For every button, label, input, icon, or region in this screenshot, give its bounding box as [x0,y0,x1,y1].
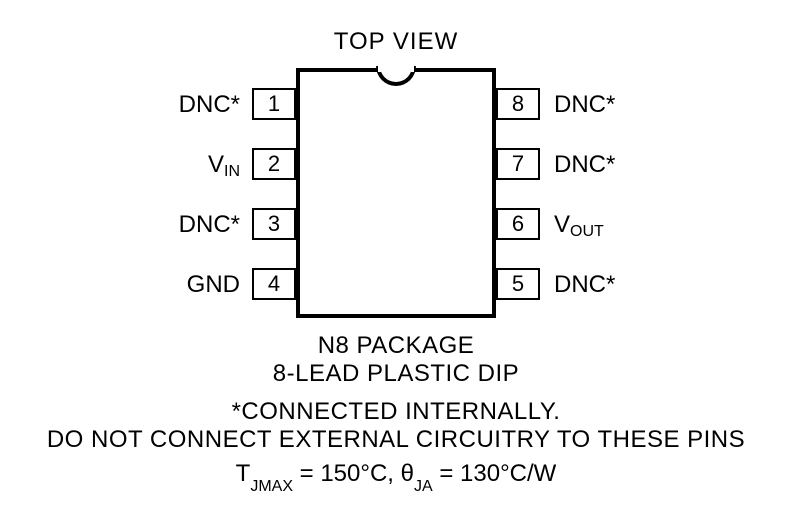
pin-box-7: 7 [496,148,540,180]
pin-label-7: DNC* [554,151,654,179]
pin-2-sub: IN [224,163,240,181]
pin-label-1: DNC* [140,91,240,119]
pin-label-3: DNC* [140,211,240,239]
pin-6-sub: OUT [570,223,604,241]
pin-6-text: V [554,211,570,239]
chip-notch-cover [378,64,414,72]
pin-box-6: 6 [496,208,540,240]
pin-label-5: DNC* [554,271,654,299]
pin-box-4: 4 [252,268,296,300]
pin-4-text: GND [187,271,240,299]
pin-label-8: DNC* [554,91,654,119]
pin-box-8: 8 [496,88,540,120]
pin-5-text: DNC* [554,271,615,299]
pin-2-text: V [208,151,224,179]
tjmax-sub: JMAX [250,478,293,495]
pin-box-5: 5 [496,268,540,300]
package-name: N8 PACKAGE [0,332,792,360]
thermal-line: TJMAX = 150°C, θJA = 130°C/W [0,460,792,492]
pin-label-4: GND [140,271,240,299]
pin-box-2: 2 [252,148,296,180]
footnote-line1: *CONNECTED INTERNALLY. [0,398,792,426]
pin-3-text: DNC* [179,211,240,239]
pin-7-text: DNC* [554,151,615,179]
theta-sym: θ [401,460,414,487]
footnote-line2: DO NOT CONNECT EXTERNAL CIRCUITRY TO THE… [0,426,792,454]
pin-label-2: VIN [140,151,240,179]
pin-label-6: VOUT [554,211,654,239]
chip-body [296,68,496,318]
pin-box-3: 3 [252,208,296,240]
pin-box-1: 1 [252,88,296,120]
theta-sub: JA [414,478,433,495]
theta-val: = 130°C/W [433,460,557,487]
title-top-view: TOP VIEW [0,28,792,56]
diagram-container: TOP VIEW 1 2 3 4 DNC* VIN DNC* GND 8 7 6… [0,0,792,527]
pin-8-text: DNC* [554,91,615,119]
pin-1-text: DNC* [179,91,240,119]
tjmax-t: T [236,460,251,487]
package-type: 8-LEAD PLASTIC DIP [0,360,792,388]
tjmax-val: = 150°C, [293,460,401,487]
